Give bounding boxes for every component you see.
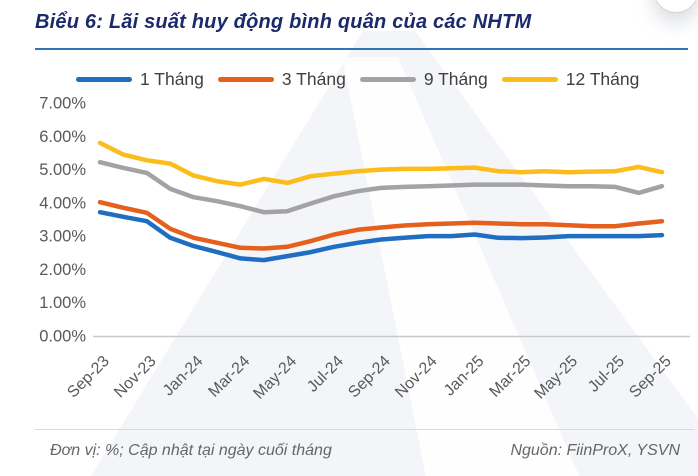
footer-divider [35, 429, 695, 430]
svg-text:Jan-25: Jan-25 [441, 353, 488, 400]
svg-text:Nov-24: Nov-24 [392, 353, 441, 402]
deposit-rate-line-chart: 7.00% 6.00% 5.00% 4.00% 3.00% 2.00% 1.00% 0.00%… [39, 95, 690, 403]
footer-unit-note: Đơn vị: %; Cập nhật tại ngày cuối tháng [50, 442, 332, 459]
svg-text:Sep-25: Sep-25 [626, 353, 675, 402]
svg-text:2.00%: 2.00% [39, 261, 86, 279]
title-underline [35, 48, 688, 50]
chart-title: Biểu 6: Lãi suất huy động bình quân của … [35, 11, 532, 33]
legend-label: 3 Tháng [281, 69, 346, 89]
svg-text:Jul-24: Jul-24 [304, 353, 347, 396]
legend-label: 1 Tháng [140, 69, 204, 89]
legend-label: 12 Tháng [565, 69, 640, 89]
svg-text:Sep-24: Sep-24 [345, 353, 394, 402]
svg-text:Mar-24: Mar-24 [205, 353, 253, 401]
legend-line-swatch-blue [76, 77, 132, 82]
svg-text:Mar-25: Mar-25 [486, 353, 534, 401]
legend-line-swatch-yellow [501, 77, 558, 82]
legend-line-swatch-gray [359, 77, 416, 82]
svg-text:Jan-24: Jan-24 [160, 353, 207, 400]
svg-text:Sep-23: Sep-23 [64, 353, 113, 402]
legend-item-9-thang[interactable]: 9 Tháng [359, 69, 488, 90]
svg-text:4.00%: 4.00% [39, 194, 86, 212]
svg-text:6.00%: 6.00% [39, 128, 86, 146]
legend-label: 9 Tháng [423, 69, 488, 89]
svg-text:May-25: May-25 [531, 353, 581, 403]
footer-source-note: Nguồn: FiinProX, YSVN [510, 442, 680, 459]
legend-item-12-thang[interactable]: 12 Tháng [501, 69, 640, 90]
svg-text:3.00%: 3.00% [39, 228, 86, 246]
svg-text:Nov-23: Nov-23 [111, 353, 160, 402]
svg-text:1.00%: 1.00% [39, 294, 86, 312]
legend-item-3-thang[interactable]: 3 Tháng [217, 69, 346, 90]
legend-item-1-thang[interactable]: 1 Tháng [76, 69, 204, 90]
svg-text:7.00%: 7.00% [39, 95, 86, 113]
svg-text:5.00%: 5.00% [39, 161, 86, 179]
svg-text:Jul-25: Jul-25 [585, 353, 628, 396]
legend-line-swatch-orange [217, 77, 274, 82]
svg-text:May-24: May-24 [250, 353, 300, 403]
chart-legend: 1 Tháng 3 Tháng 9 Tháng 12 Tháng [76, 69, 639, 90]
svg-text:0.00%: 0.00% [39, 328, 86, 346]
